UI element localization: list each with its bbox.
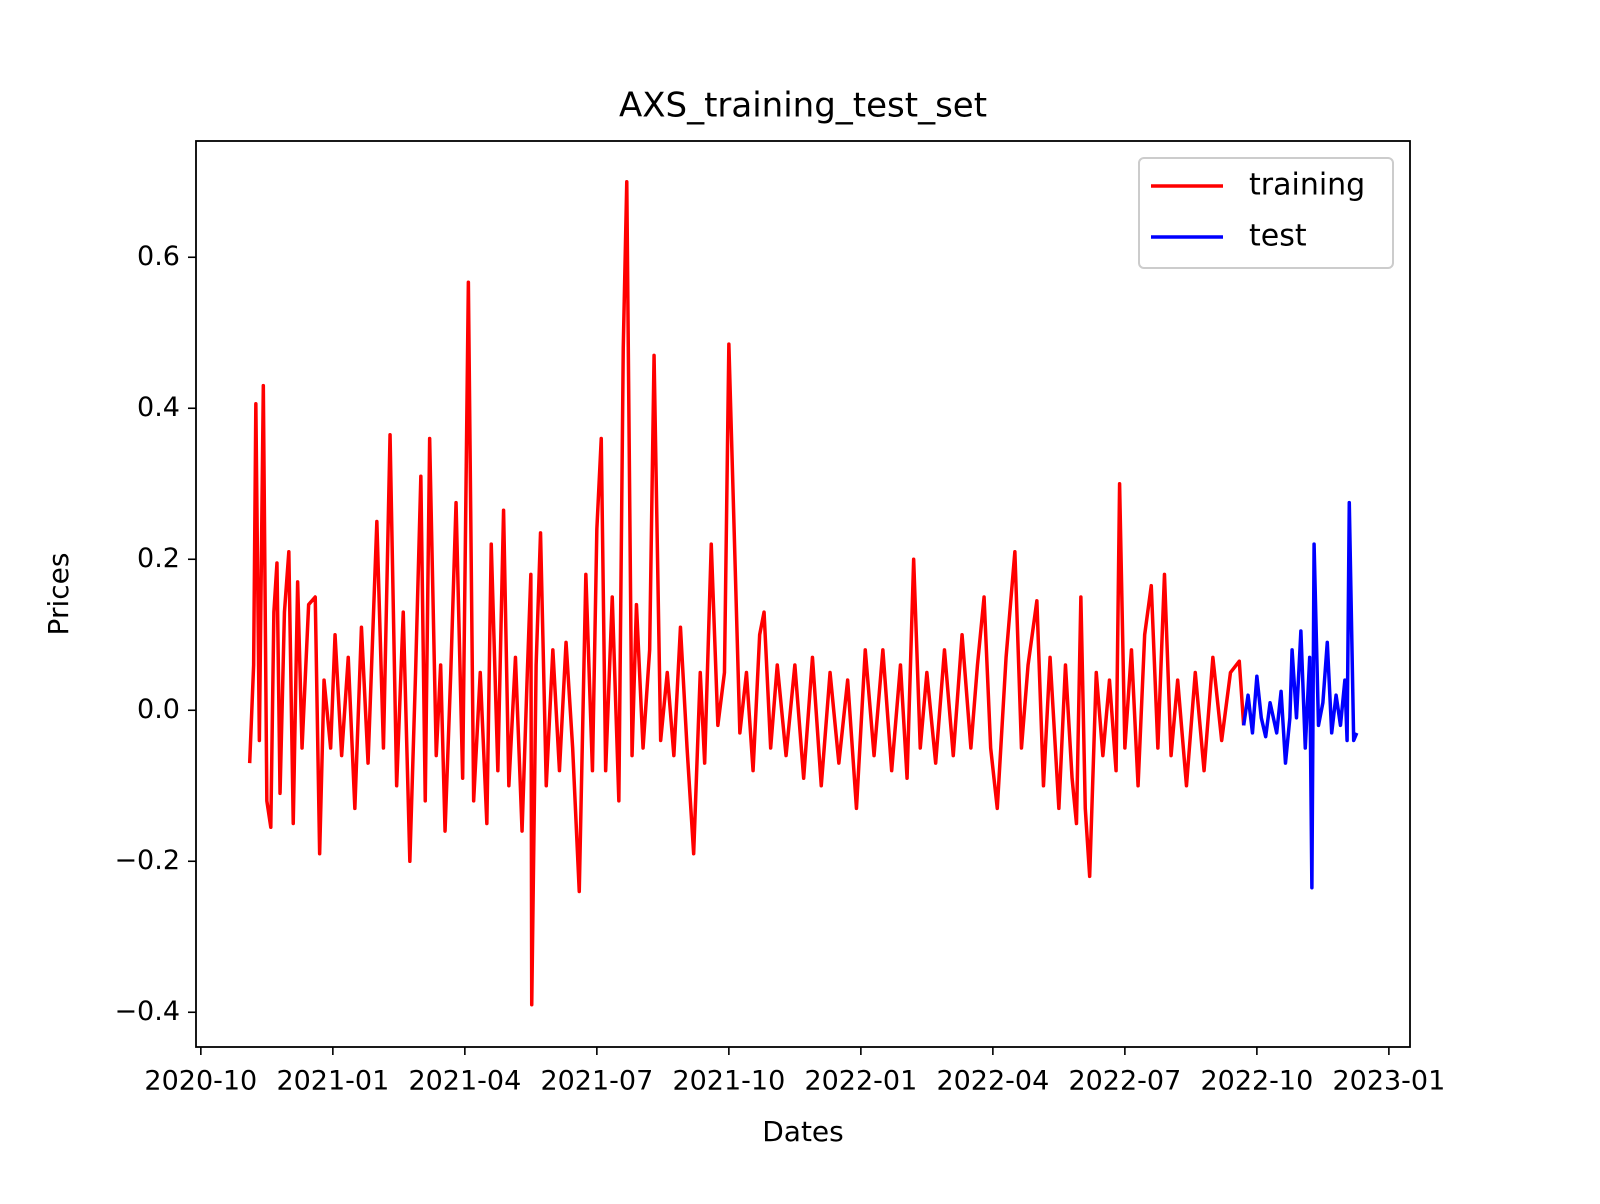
x-tick-label: 2021-10 — [672, 1066, 785, 1097]
y-tick-label: 0.4 — [137, 392, 180, 423]
x-tick-label: 2022-04 — [936, 1066, 1049, 1097]
legend-label: test — [1249, 219, 1307, 254]
x-axis-label: Dates — [762, 1115, 844, 1148]
x-tick-label: 2022-10 — [1200, 1066, 1313, 1097]
y-tick-label: 0.2 — [137, 543, 180, 574]
chart-title: AXS_training_test_set — [619, 86, 987, 126]
x-tick-label: 2021-01 — [276, 1066, 389, 1097]
x-tick-label: 2023-01 — [1332, 1066, 1445, 1097]
x-tick-label: 2022-01 — [804, 1066, 917, 1097]
x-tick-label: 2020-10 — [144, 1066, 257, 1097]
legend-label: training — [1249, 168, 1365, 203]
series-line — [247, 180, 1246, 1007]
y-axis-label: Prices — [42, 553, 75, 636]
y-tick-label: −0.4 — [114, 996, 180, 1027]
plot-frame — [195, 140, 1411, 1048]
y-tick-label: −0.2 — [114, 845, 180, 876]
x-tick-label: 2021-04 — [408, 1066, 521, 1097]
x-tick-label: 2021-07 — [540, 1066, 653, 1097]
series-line — [1241, 500, 1359, 890]
y-tick-label: 0.0 — [137, 694, 180, 725]
y-tick-label: 0.6 — [137, 241, 180, 272]
x-tick-label: 2022-07 — [1068, 1066, 1181, 1097]
